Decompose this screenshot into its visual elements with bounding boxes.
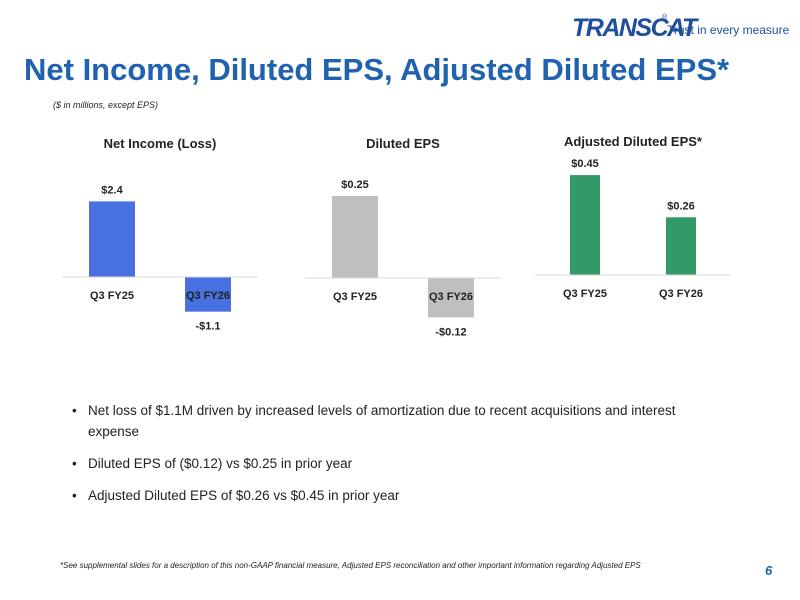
- chart-bar: [570, 175, 600, 275]
- key-point-text: Net loss of $1.1M driven by increased le…: [88, 403, 676, 439]
- chart-data-label: -$0.12: [435, 326, 466, 338]
- logo-wordmark: TRANSCAT: [572, 14, 697, 42]
- key-point-text: Adjusted Diluted EPS of $0.26 vs $0.45 i…: [88, 488, 400, 503]
- bullet-marker: •: [72, 403, 77, 418]
- key-point-item: • Net loss of $1.1M driven by increased l…: [70, 400, 730, 442]
- chart-category-label: Q3 FY26: [659, 288, 703, 300]
- chart-bar: [185, 277, 231, 312]
- transcat-logo: TRANSCAT ® Trust in every measure: [572, 14, 789, 44]
- chart-data-label: $0.25: [341, 179, 369, 191]
- chart-category-label: Q3 FY26: [429, 291, 473, 303]
- key-point-item: • Adjusted Diluted EPS of $0.26 vs $0.45 …: [70, 485, 730, 506]
- chart-data-label: -$1.1: [195, 321, 220, 333]
- page-number: 6: [765, 563, 773, 578]
- chart-data-label: $0.45: [571, 158, 599, 170]
- chart-bar: [666, 217, 696, 275]
- bullet-marker: •: [72, 488, 77, 503]
- chart-title: Adjusted Diluted EPS*: [564, 134, 703, 149]
- chart-title: Net Income (Loss): [104, 136, 217, 151]
- logo-registered-mark: ®: [662, 14, 668, 21]
- chart-bar: [89, 201, 135, 277]
- chart-data-label: $0.26: [667, 200, 695, 212]
- footnote: *See supplemental slides for a descripti…: [60, 561, 641, 570]
- page-title: Net Income, Diluted EPS, Adjusted Dilute…: [24, 52, 730, 87]
- key-point-text: Diluted EPS of ($0.12) vs $0.25 in prior…: [88, 456, 353, 471]
- chart-bar: [428, 278, 474, 318]
- chart-category-label: Q3 FY25: [563, 288, 607, 300]
- key-point-item: • Diluted EPS of ($0.12) vs $0.25 in prio…: [70, 453, 730, 474]
- logo-tagline: Trust in every measure: [667, 23, 790, 37]
- chart-category-label: Q3 FY25: [90, 290, 134, 302]
- key-points-list: • Net loss of $1.1M driven by increased l…: [70, 400, 730, 517]
- chart-category-label: Q3 FY26: [186, 290, 230, 302]
- chart-bar: [332, 196, 378, 278]
- chart-title: Diluted EPS: [366, 136, 440, 151]
- chart-category-label: Q3 FY25: [333, 291, 377, 303]
- bullet-marker: •: [72, 456, 77, 471]
- chart-data-label: $2.4: [101, 184, 123, 196]
- units-note: ($ in millions, except EPS): [53, 100, 159, 110]
